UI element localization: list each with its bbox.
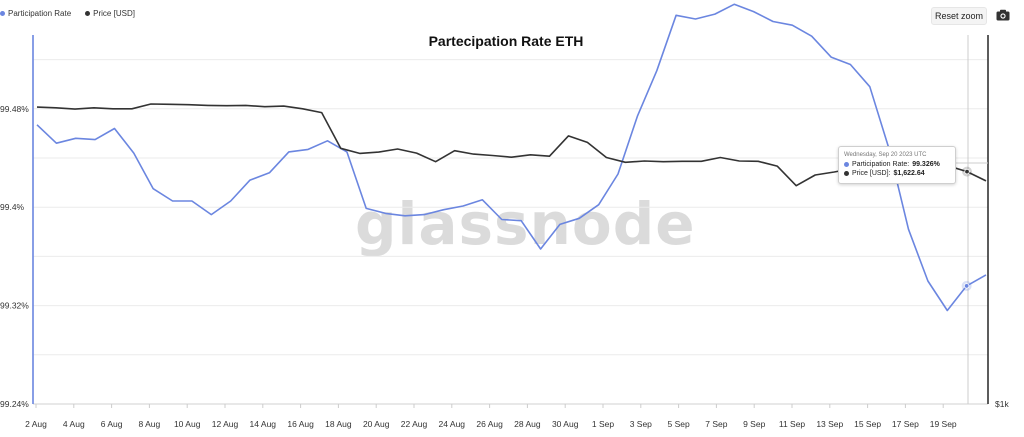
legend-item-price[interactable]: Price [USD] <box>85 9 135 18</box>
x-tick-label: 3 Sep <box>630 419 652 429</box>
x-tick-label: 16 Aug <box>287 419 314 429</box>
tooltip-rate-marker <box>844 162 849 167</box>
y-tick-label: 99.32% <box>0 301 29 311</box>
x-tick-label: 17 Sep <box>892 419 919 429</box>
chart-tooltip: Wednesday, Sep 20 2023 UTC Participation… <box>838 146 956 184</box>
x-tick-label: 30 Aug <box>552 419 579 429</box>
x-tick-label: 4 Aug <box>63 419 85 429</box>
chart-legend: Participation Rate Price [USD] <box>0 9 135 18</box>
series-line-price <box>36 103 987 187</box>
tooltip-price-label: Price [USD]: <box>852 170 891 177</box>
x-tick-label: 9 Sep <box>743 419 765 429</box>
x-tick-label: 15 Sep <box>854 419 881 429</box>
y2-tick-label: $1k <box>995 399 1009 409</box>
x-tick-label: 6 Aug <box>101 419 123 429</box>
reset-zoom-button[interactable]: Reset zoom <box>931 7 987 25</box>
watermark: glassnode <box>355 190 696 258</box>
x-tick-label: 24 Aug <box>439 419 466 429</box>
x-tick-label: 20 Aug <box>363 419 390 429</box>
x-tick-label: 14 Aug <box>250 419 277 429</box>
x-tick-label: 18 Aug <box>325 419 352 429</box>
chart-title: Partecipation Rate ETH <box>428 33 584 49</box>
legend-marker <box>85 11 91 16</box>
x-tick-label: 19 Sep <box>930 419 957 429</box>
x-tick-label: 12 Aug <box>212 419 239 429</box>
tooltip-date: Wednesday, Sep 20 2023 UTC <box>844 152 927 158</box>
y-tick-label: 99.48% <box>0 104 29 114</box>
hover-marker-price <box>964 168 970 175</box>
x-tick-label: 1 Sep <box>592 419 614 429</box>
hover-marker-rate <box>963 283 970 289</box>
y-tick-label: 99.24% <box>0 399 29 409</box>
series-line-participation-rate <box>36 3 987 312</box>
camera-icon[interactable] <box>996 9 1010 21</box>
legend-label: Price [USD] <box>93 9 135 18</box>
x-tick-label: 28 Aug <box>514 419 541 429</box>
x-tick-label: 26 Aug <box>476 419 503 429</box>
tooltip-price-marker <box>844 171 849 176</box>
x-tick-label: 5 Sep <box>667 419 689 429</box>
x-tick-label: 22 Aug <box>401 419 428 429</box>
legend-label: Participation Rate <box>8 9 72 18</box>
x-tick-label: 10 Aug <box>174 419 201 429</box>
tooltip-rate-row: Participation Rate: 99.326% <box>844 160 950 169</box>
tooltip-rate-value: 99.326% <box>912 161 940 168</box>
tooltip-rate-label: Participation Rate: <box>852 161 910 168</box>
x-tick-label: 8 Aug <box>139 419 161 429</box>
legend-marker <box>0 11 5 16</box>
tooltip-price-value: $1,622.64 <box>893 170 925 177</box>
legend-item-participation-rate[interactable]: Participation Rate <box>0 9 71 18</box>
x-tick-label: 2 Aug <box>25 419 47 429</box>
y-tick-label: 99.4% <box>0 202 25 212</box>
x-tick-label: 7 Sep <box>705 419 727 429</box>
x-tick-label: 11 Sep <box>779 419 806 429</box>
x-tick-label: 13 Sep <box>816 419 843 429</box>
tooltip-price-row: Price [USD]: $1,622.64 <box>844 169 950 178</box>
